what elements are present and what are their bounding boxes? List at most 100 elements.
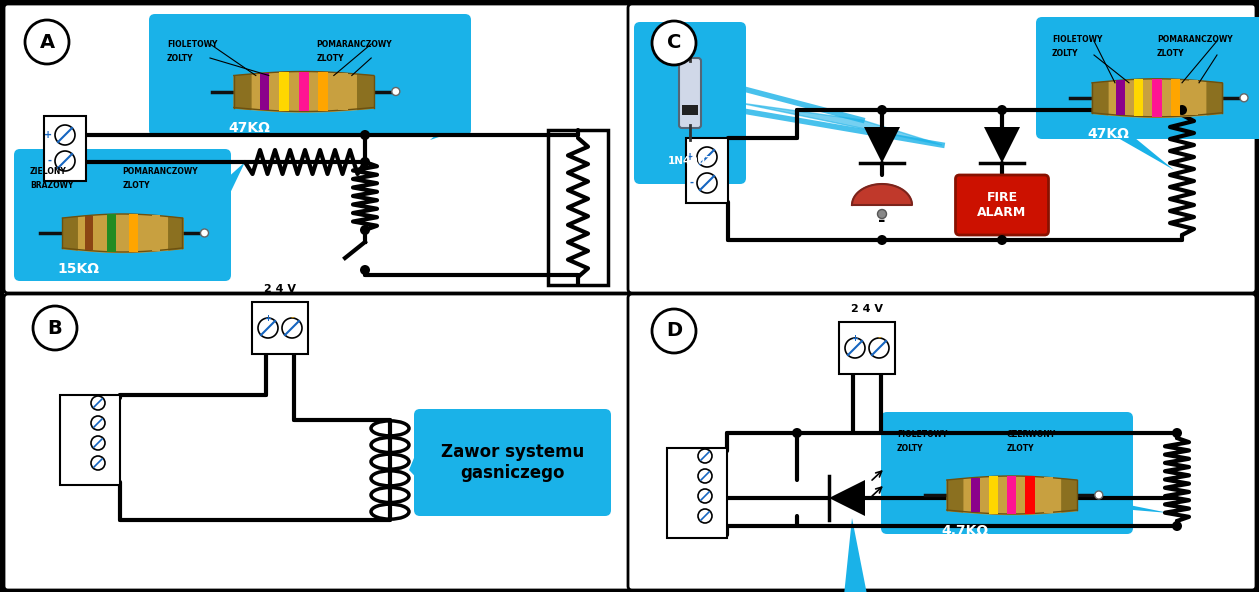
- Bar: [1007, 476, 1016, 514]
- Text: FIOLETOWY: FIOLETOWY: [896, 430, 947, 439]
- Text: +: +: [44, 130, 52, 140]
- FancyBboxPatch shape: [1036, 17, 1259, 139]
- Circle shape: [200, 229, 209, 237]
- Circle shape: [258, 318, 278, 338]
- Circle shape: [697, 489, 713, 503]
- Bar: [44, 115, 86, 181]
- Polygon shape: [837, 518, 880, 592]
- FancyBboxPatch shape: [956, 175, 1049, 235]
- Bar: [279, 72, 290, 111]
- FancyBboxPatch shape: [881, 412, 1133, 534]
- Text: 2 4 V: 2 4 V: [851, 304, 883, 314]
- FancyBboxPatch shape: [635, 22, 747, 184]
- Text: B: B: [48, 318, 63, 337]
- Text: -: -: [879, 212, 886, 230]
- Text: 1N4007: 1N4007: [667, 156, 713, 166]
- Circle shape: [282, 318, 302, 338]
- Text: POMARANCZOWY: POMARANCZOWY: [1157, 35, 1233, 44]
- Text: +: +: [851, 334, 859, 343]
- Circle shape: [878, 210, 886, 218]
- Text: -: -: [290, 314, 293, 323]
- Polygon shape: [985, 127, 1020, 163]
- Bar: [107, 214, 116, 252]
- Bar: [1044, 477, 1053, 513]
- Circle shape: [360, 225, 370, 235]
- Circle shape: [360, 130, 370, 140]
- Polygon shape: [888, 456, 1170, 513]
- Circle shape: [33, 306, 77, 350]
- Circle shape: [697, 173, 716, 193]
- Text: +: +: [264, 314, 272, 323]
- Text: +: +: [995, 180, 1008, 198]
- Text: ZOLTY: ZOLTY: [1053, 49, 1079, 58]
- Text: ZIELONY: ZIELONY: [30, 167, 67, 176]
- Circle shape: [360, 265, 370, 275]
- Bar: [838, 322, 895, 374]
- Bar: [319, 72, 329, 111]
- Bar: [152, 215, 160, 250]
- Bar: [686, 137, 728, 202]
- Circle shape: [25, 20, 69, 64]
- Text: Zawor systemu
gasniczego: Zawor systemu gasniczego: [441, 443, 584, 482]
- Bar: [60, 395, 120, 485]
- FancyBboxPatch shape: [149, 14, 471, 136]
- Polygon shape: [409, 443, 421, 481]
- Circle shape: [1095, 491, 1103, 499]
- Circle shape: [997, 235, 1007, 245]
- Text: ZLOTY: ZLOTY: [1157, 49, 1185, 58]
- Bar: [1152, 79, 1162, 117]
- FancyBboxPatch shape: [14, 149, 230, 281]
- Text: POMARANCZOWY: POMARANCZOWY: [316, 40, 392, 49]
- Circle shape: [878, 235, 888, 245]
- Polygon shape: [828, 480, 865, 516]
- Circle shape: [697, 509, 713, 523]
- FancyBboxPatch shape: [628, 294, 1256, 590]
- Circle shape: [91, 456, 104, 470]
- Bar: [84, 215, 93, 250]
- Bar: [548, 130, 608, 285]
- FancyBboxPatch shape: [4, 294, 631, 590]
- Bar: [130, 214, 138, 252]
- Bar: [990, 477, 998, 514]
- Circle shape: [1172, 428, 1182, 438]
- Text: -: -: [48, 156, 52, 166]
- Text: ZOLTY: ZOLTY: [167, 54, 194, 63]
- FancyBboxPatch shape: [414, 409, 611, 516]
- Text: C: C: [667, 34, 681, 53]
- Text: ZLOTY: ZLOTY: [316, 54, 344, 63]
- Bar: [667, 448, 726, 538]
- Bar: [1115, 81, 1126, 115]
- Circle shape: [360, 157, 370, 167]
- Text: FIOLETOWY: FIOLETOWY: [1053, 35, 1103, 44]
- Circle shape: [91, 416, 104, 430]
- Circle shape: [697, 469, 713, 483]
- Polygon shape: [431, 110, 465, 140]
- Text: POMARANCZOWY: POMARANCZOWY: [122, 167, 198, 176]
- Bar: [682, 105, 697, 115]
- Bar: [1171, 79, 1180, 117]
- Circle shape: [997, 105, 1007, 115]
- Text: A: A: [39, 33, 54, 52]
- FancyBboxPatch shape: [4, 4, 631, 293]
- FancyBboxPatch shape: [628, 4, 1256, 293]
- Text: ZOLTY: ZOLTY: [896, 444, 924, 453]
- Bar: [971, 478, 980, 513]
- Polygon shape: [864, 127, 900, 163]
- Circle shape: [869, 338, 889, 358]
- Text: 2 4 V: 2 4 V: [264, 284, 296, 294]
- Circle shape: [55, 151, 76, 171]
- Text: D: D: [666, 321, 682, 340]
- Text: -: -: [998, 212, 1006, 230]
- Polygon shape: [740, 103, 942, 145]
- Circle shape: [652, 21, 696, 65]
- Text: -: -: [878, 334, 881, 343]
- Text: FIOLETOWY: FIOLETOWY: [167, 40, 218, 49]
- Polygon shape: [852, 184, 912, 205]
- Text: CZERWONY: CZERWONY: [1007, 430, 1056, 439]
- Bar: [339, 73, 347, 110]
- Circle shape: [697, 147, 716, 167]
- Circle shape: [878, 105, 888, 115]
- Bar: [1188, 81, 1199, 115]
- Text: 47KΩ: 47KΩ: [1087, 127, 1129, 141]
- Circle shape: [792, 428, 802, 438]
